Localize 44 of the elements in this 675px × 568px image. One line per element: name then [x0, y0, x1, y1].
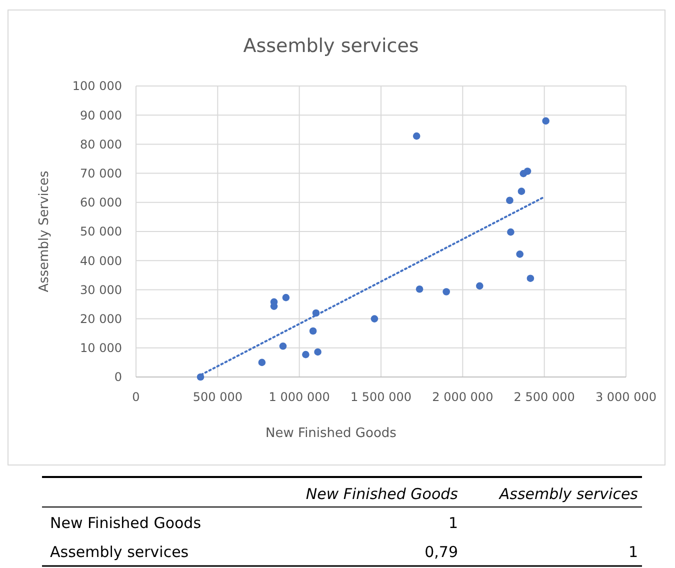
y-tick-label: 10 000 — [80, 341, 122, 356]
point — [309, 327, 317, 335]
point — [506, 196, 514, 204]
point — [279, 342, 287, 350]
point — [542, 117, 550, 125]
y-tick-label: 40 000 — [80, 254, 122, 268]
data-label: 1 — [628, 543, 638, 561]
point — [524, 168, 532, 175]
x-tick-label: 3 000 000 — [595, 390, 657, 404]
x-tick-label: 2 500 000 — [514, 390, 575, 404]
x-tick-label: 1 000 000 — [268, 390, 330, 404]
data-label: 1 — [448, 514, 458, 532]
point — [442, 288, 450, 296]
y-tick-label: 90 000 — [80, 108, 122, 122]
y-tick-label: 100 000 — [72, 79, 122, 94]
point — [476, 282, 484, 290]
y-tick-label: 50 000 — [80, 224, 122, 239]
point — [518, 188, 526, 195]
y-axis-title: Assembly Services — [37, 170, 52, 292]
point — [302, 350, 310, 358]
point — [516, 250, 524, 258]
y-tick-label: 60 000 — [80, 196, 122, 210]
point — [282, 294, 290, 302]
x-tick-label: 1 500 000 — [350, 390, 412, 404]
point — [370, 315, 378, 322]
y-tick-label: 80 000 — [80, 137, 122, 152]
point — [507, 228, 514, 236]
point — [416, 285, 424, 293]
data-label: 0,79 — [424, 543, 458, 561]
x-tick-label: 0 — [132, 390, 140, 404]
y-tick-label: 20 000 — [80, 312, 122, 326]
x-tick-label: 500 000 — [192, 390, 242, 404]
y-tick-label: New Finished Goods — [50, 514, 202, 532]
point — [526, 274, 534, 282]
point — [258, 358, 266, 366]
y-tick-label: 30 000 — [80, 282, 122, 297]
point — [314, 348, 322, 356]
point — [412, 132, 420, 140]
x-tick-label: 2 000 000 — [432, 390, 494, 404]
y-tick-label: 0 — [114, 370, 122, 384]
y-tick-label: Assembly services — [50, 543, 189, 561]
y-tick-label: 70 000 — [80, 166, 122, 180]
chart-title: Assembly services — [243, 35, 419, 57]
x-axis-title: New Finished Goods — [266, 426, 397, 441]
